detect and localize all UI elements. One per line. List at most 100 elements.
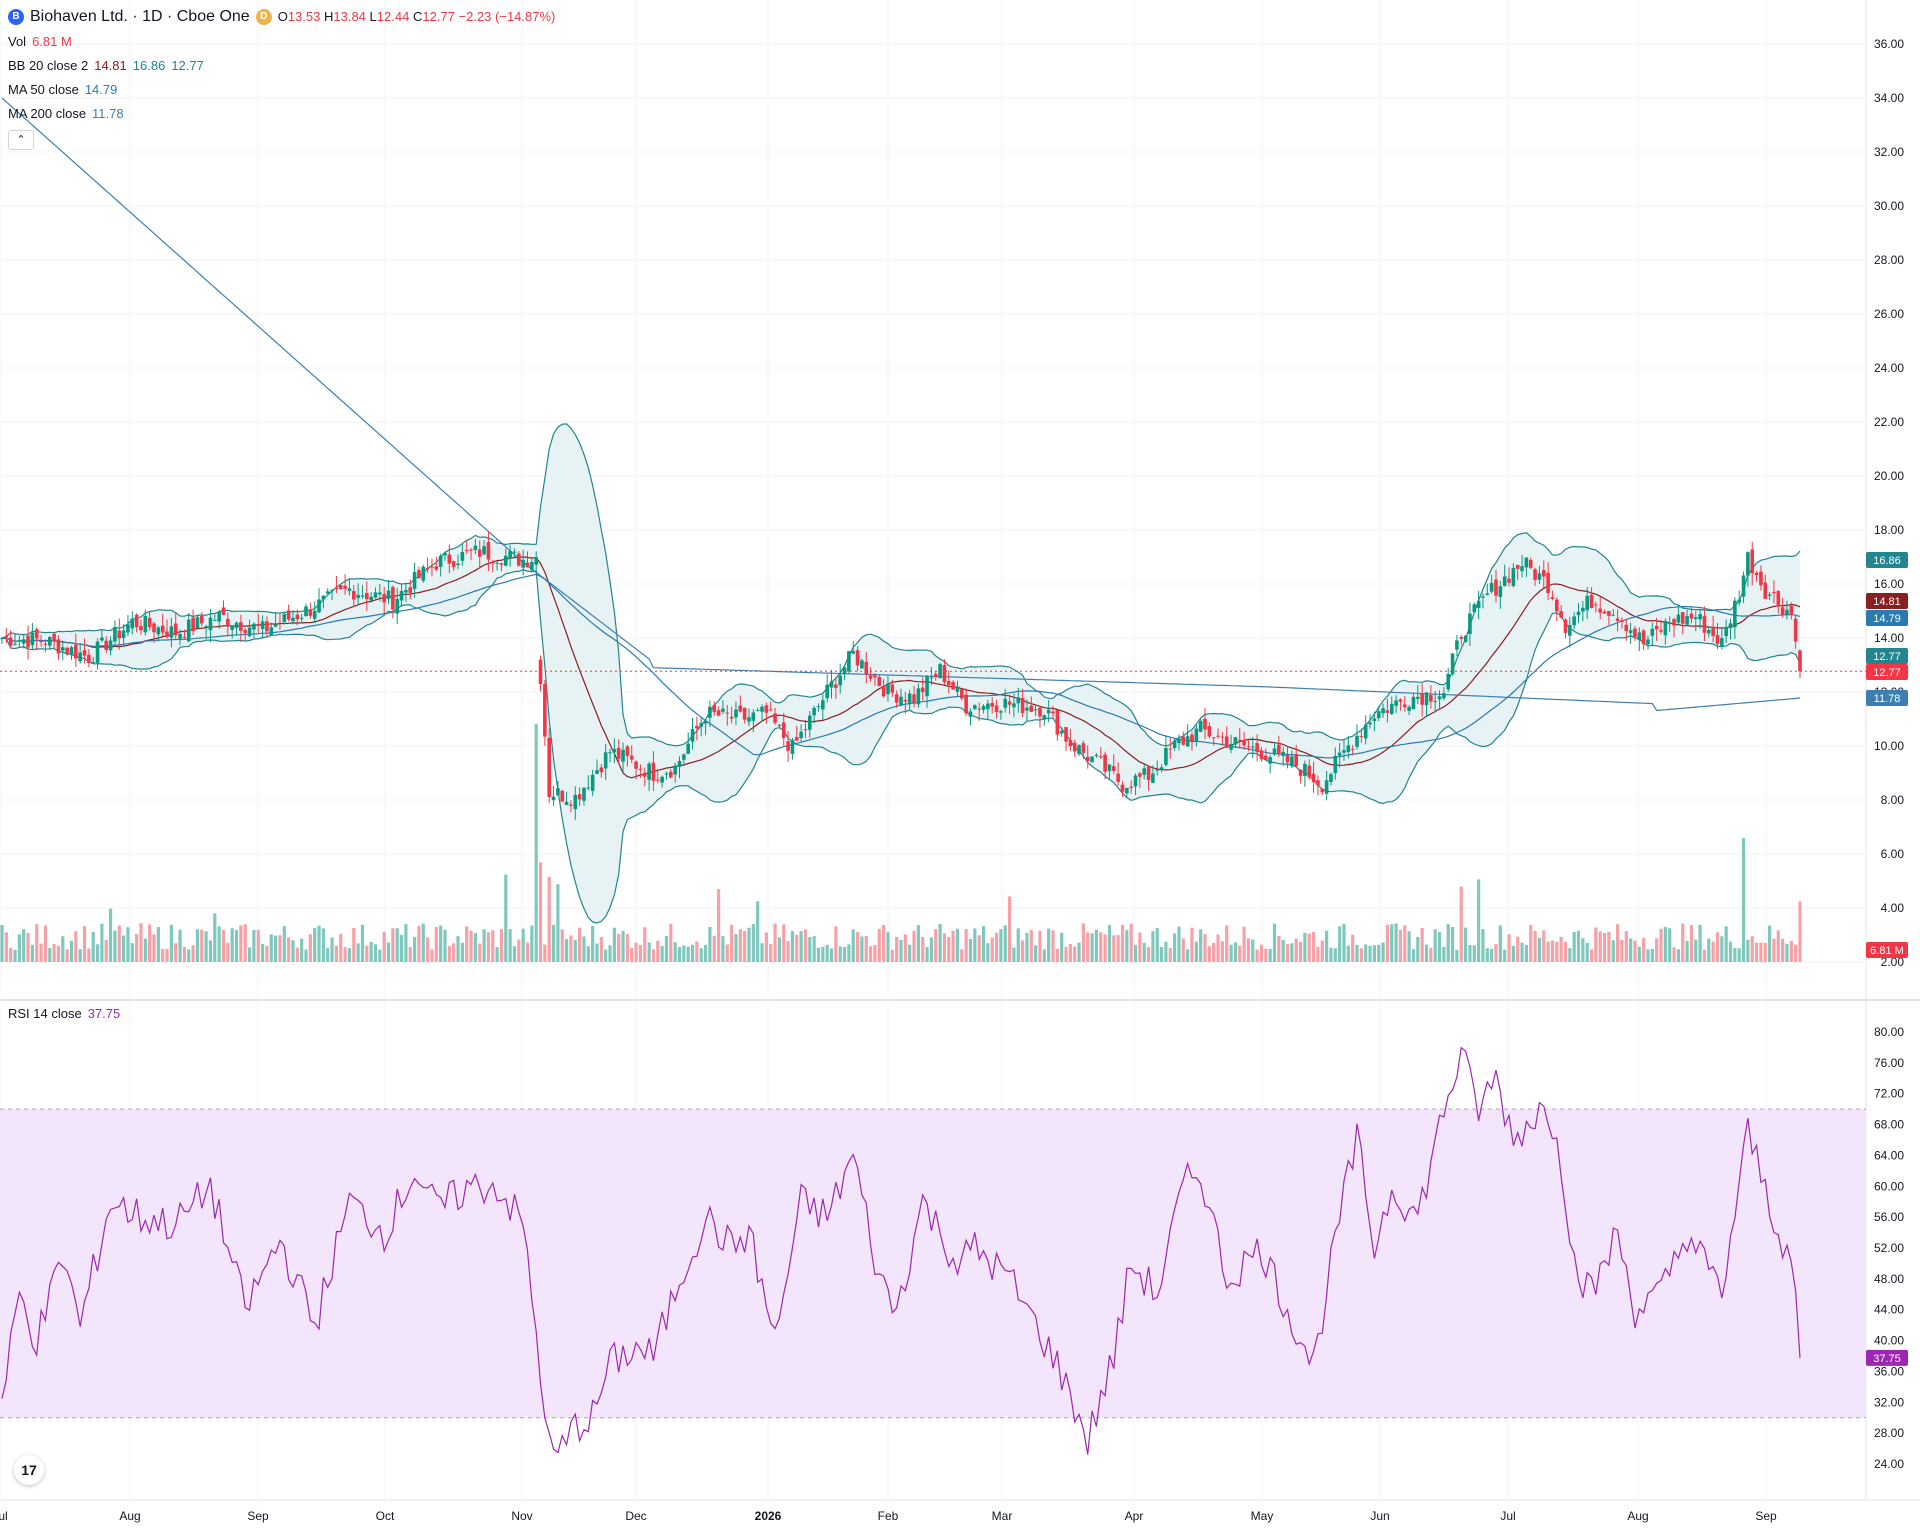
volume-bar [1568, 948, 1572, 962]
candle-body [1246, 746, 1251, 748]
candle-body [1541, 570, 1546, 577]
candle-body [1224, 736, 1229, 748]
volume-bar [1159, 946, 1164, 962]
candle-body [1589, 594, 1594, 608]
high-value: 13.84 [333, 9, 366, 24]
rsi-band-fill [0, 1109, 1866, 1418]
volume-bar [660, 945, 664, 962]
candle-body [134, 614, 139, 628]
volume-bar [1259, 944, 1264, 962]
candle-body [1528, 559, 1533, 568]
rsi-tick-label: 76.00 [1874, 1056, 1904, 1070]
volume-bar [226, 942, 230, 962]
candle-body [399, 591, 404, 601]
candle-body [1411, 696, 1416, 710]
volume-bar [1003, 925, 1007, 962]
volume-bar [1281, 940, 1285, 962]
ma50-badge-label: 14.79 [1873, 613, 1901, 625]
bb-legend[interactable]: BB 20 close 2 14.81 16.86 12.77 [8, 54, 555, 78]
volume-bar [426, 937, 430, 962]
candle-body [265, 621, 269, 632]
collapse-legend-button[interactable]: ⌃ [8, 130, 34, 150]
symbol-title[interactable]: Biohaven Ltd. · 1D · Cboe One [30, 8, 250, 25]
volume-bar [825, 944, 829, 962]
candle-body [1359, 735, 1364, 737]
ma50-badge [1866, 610, 1908, 626]
candle-body [87, 654, 91, 664]
candle-body [942, 664, 947, 683]
candle-body [543, 684, 547, 737]
candle-body [1220, 736, 1225, 738]
volume-bar [1689, 925, 1694, 962]
candle-body [1355, 735, 1359, 747]
candle-body [1003, 698, 1008, 708]
candle-body [1103, 754, 1107, 772]
candle-body [1372, 718, 1377, 722]
candle-body [421, 566, 426, 581]
candle-body [1138, 773, 1142, 777]
candle-body [521, 559, 525, 568]
volume-bar [1576, 930, 1581, 962]
volume-bar [343, 947, 347, 962]
candle-body [369, 596, 373, 601]
candle-body [673, 765, 677, 775]
candle-body [925, 676, 929, 697]
candle-body [386, 590, 391, 600]
volume-bar [1203, 933, 1207, 962]
volume-bar [1424, 944, 1429, 962]
volume-bar [1068, 943, 1072, 962]
volume-bar [126, 927, 130, 962]
volume-bar [404, 924, 408, 962]
candle-body [1077, 745, 1081, 755]
candle-body [460, 552, 465, 561]
volume-legend[interactable]: Vol 6.81 M [8, 30, 555, 54]
volume-bar [1168, 948, 1172, 962]
symbol-row[interactable]: B Biohaven Ltd. · 1D · Cboe One D O13.53… [8, 6, 555, 28]
candle-body [1498, 586, 1503, 598]
volume-bar [1138, 932, 1142, 962]
candle-body [482, 546, 486, 555]
delayed-data-badge-icon[interactable]: D [255, 9, 272, 25]
volume-bar [1711, 941, 1715, 962]
ma200-legend[interactable]: MA 200 close 11.78 [8, 102, 555, 126]
ma50-legend[interactable]: MA 50 close 14.79 [8, 78, 555, 102]
candle-body [464, 550, 469, 552]
volume-bar [1785, 943, 1789, 962]
rsi-legend[interactable]: RSI 14 close 37.75 [8, 1006, 120, 1021]
bb-label: BB 20 close 2 [8, 58, 89, 73]
volume-bar [895, 937, 899, 962]
volume-bar [200, 929, 204, 962]
candle-body [95, 641, 100, 664]
volume-bar [1164, 941, 1168, 962]
volume-bar [1650, 949, 1654, 962]
candle-body [564, 801, 569, 805]
candle-body [1307, 765, 1312, 778]
volume-bar [630, 948, 634, 962]
volume-bar [1411, 949, 1416, 962]
candle-body [1242, 740, 1246, 746]
volume-bar [790, 931, 795, 962]
candle-body [964, 694, 968, 714]
volume-bar [52, 943, 56, 962]
volume-bar [269, 934, 273, 962]
volume-bar [525, 942, 530, 962]
time-axis-label: 2026 [755, 1509, 782, 1523]
candle-body [586, 787, 591, 789]
candle-body [1250, 746, 1255, 748]
volume-bar [1750, 936, 1754, 962]
tradingview-logo-icon[interactable]: 17 [14, 1455, 44, 1485]
candle-body [760, 706, 764, 712]
candle-body [43, 643, 48, 645]
volume-bar [1190, 927, 1194, 962]
rsi-tick-label: 32.00 [1874, 1395, 1904, 1409]
volume-bar [499, 929, 504, 962]
volume-bar [803, 929, 808, 962]
volume-bar [352, 927, 356, 962]
volume-bar [612, 927, 616, 962]
volume-bar [938, 923, 942, 962]
close-price-badge [1866, 664, 1908, 680]
candle-body [338, 585, 343, 590]
volume-bar [1090, 933, 1094, 962]
